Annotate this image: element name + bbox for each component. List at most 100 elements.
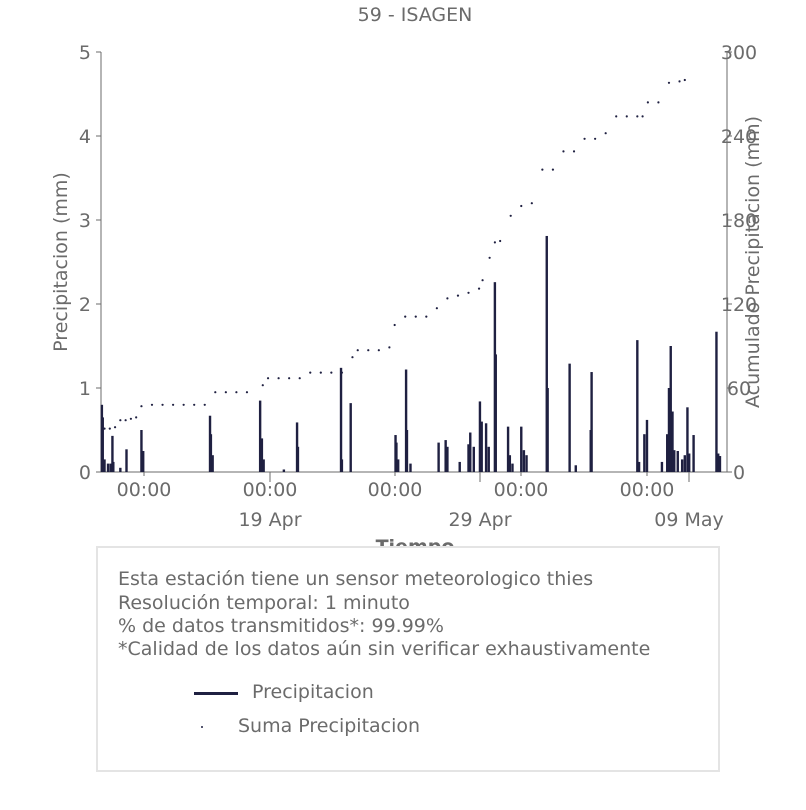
cumulative-point [446, 297, 449, 300]
cumulative-point [309, 371, 312, 374]
precip-bar [522, 450, 526, 472]
cumulative-point [657, 101, 660, 104]
cumulative-point [171, 403, 175, 406]
precip-bar [339, 367, 343, 472]
cumulative-point [414, 315, 417, 318]
precip-bar [676, 451, 679, 472]
x-major-tick-label: 19 Apr [238, 509, 301, 531]
y-axis-label: Precipitacion (mm) [50, 172, 72, 352]
legend-suma-dot-icon [201, 726, 203, 728]
cumulative-point [683, 78, 686, 82]
cumulative-point [113, 426, 117, 429]
axes: 0 1 2 3 4 5 0 60 120 180 240 300 00:00 00:00 00:00 00:0… [79, 42, 757, 531]
precip-bar [469, 432, 472, 472]
precip-bar [125, 449, 128, 472]
cumulative-point [214, 391, 217, 394]
precip-bar [349, 403, 352, 472]
cumulative-point [509, 214, 512, 217]
cumulative-point [224, 391, 227, 394]
cumulative-point [340, 371, 344, 374]
x-minor-tick-label: 00:00 [494, 479, 549, 501]
precip-bar [487, 446, 490, 472]
precip-bar [437, 442, 440, 472]
precip-bar [409, 463, 412, 472]
precip-bar [545, 235, 548, 472]
cumulative-dots [103, 78, 686, 430]
precip-bar [282, 469, 286, 472]
precip-bar [109, 463, 112, 472]
cumulative-point [467, 291, 470, 294]
precip-bar [568, 363, 571, 472]
x-minor-tick-label: 00:00 [620, 479, 675, 501]
cumulative-point [678, 80, 681, 83]
cumulative-point [625, 115, 628, 118]
cumulative-point [583, 137, 586, 140]
cumulative-point [493, 241, 496, 244]
precip-bar [209, 434, 213, 472]
precip-bar [472, 446, 475, 472]
cumulative-point [541, 168, 544, 171]
cumulative-point [193, 403, 196, 406]
cumulative-point [667, 81, 671, 84]
cumulative-point [404, 315, 407, 318]
precip-bar [296, 446, 300, 472]
cumulative-point [330, 371, 333, 374]
precip-bar [645, 419, 649, 472]
cumulative-point [646, 101, 649, 104]
y2-tick-label: 0 [733, 462, 745, 484]
precip-bar [444, 440, 447, 472]
precip-bar [119, 467, 122, 472]
precip-bar [396, 459, 400, 472]
precip-bar [262, 459, 265, 472]
cumulative-point [119, 419, 122, 422]
cumulative-point [261, 384, 264, 387]
precip-bar [480, 421, 483, 472]
precip-bar [103, 459, 106, 472]
precip-bar [715, 331, 718, 472]
cumulative-point [604, 132, 607, 135]
precip-bar [340, 459, 344, 472]
y2-axis-label: Acumulado Precipitacion (mm) [742, 116, 764, 408]
precip-bar [142, 451, 145, 472]
cumulative-point [288, 377, 291, 380]
precip-bar [467, 444, 470, 472]
cumulative-point [351, 356, 354, 359]
precip-bar [666, 434, 669, 472]
precip-bar [484, 423, 488, 472]
cumulative-point [356, 349, 359, 352]
precip-bar [508, 455, 512, 472]
y-tick-label: 4 [79, 126, 91, 148]
x-minor-tick-label: 00:00 [243, 479, 298, 501]
cumulative-point [245, 391, 249, 394]
note-sensor: Esta estación tiene un sensor meteorolog… [118, 568, 594, 590]
cumulative-point [140, 405, 143, 408]
cumulative-point [108, 427, 111, 430]
precip-bar [260, 438, 264, 472]
cumulative-point [367, 349, 370, 352]
cumulative-point [615, 115, 618, 118]
precip-bar [673, 450, 676, 472]
cumulative-point [636, 115, 639, 118]
legend-precip-label: Precipitacion [252, 681, 374, 703]
x-minor-tick-label: 00:00 [117, 479, 172, 501]
x-major-tick-label: 29 Apr [448, 509, 511, 531]
precip-bar [404, 369, 408, 472]
y-tick-label: 0 [79, 462, 91, 484]
precip-bar [494, 354, 497, 472]
precip-bar [643, 434, 646, 472]
cumulative-point [562, 150, 565, 153]
info-box: Esta estación tiene un sensor meteorolog… [96, 546, 720, 772]
precip-bar [511, 463, 514, 472]
y2-tick-label: 60 [727, 378, 751, 400]
precip-bar [692, 435, 695, 472]
cumulative-point [530, 202, 533, 205]
precip-bar [525, 455, 528, 472]
y-tick-label: 2 [79, 294, 91, 316]
cumulative-point [235, 391, 238, 394]
precip-bar [686, 407, 689, 472]
cumulative-point [456, 294, 460, 297]
cumulative-point [319, 371, 322, 374]
precip-bar [669, 346, 672, 472]
precip-bar [112, 461, 115, 472]
